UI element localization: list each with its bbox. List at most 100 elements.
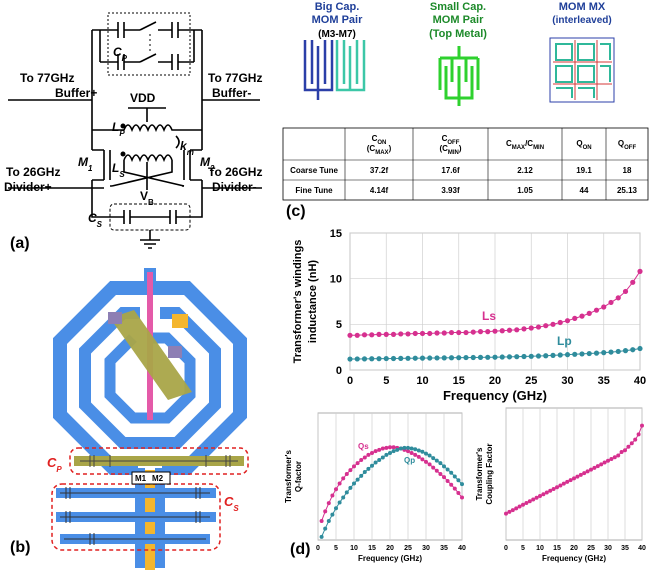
data-point: [521, 326, 527, 332]
cs-box: [109, 203, 191, 231]
table-border: [282, 127, 649, 201]
table-cell: 3.93f: [441, 186, 460, 195]
panel-label: (a): [10, 235, 30, 252]
data-point: [434, 458, 439, 463]
text-part: OFF: [447, 140, 459, 146]
data-point: [517, 504, 522, 509]
data-point: [463, 329, 469, 336]
x-tick-label: 5: [521, 545, 525, 552]
y-tick-label: 0: [336, 365, 342, 377]
data-point: [555, 485, 559, 490]
data-point: [507, 509, 512, 514]
data-point: [383, 355, 389, 362]
x-tick-label: 10: [536, 545, 544, 552]
label: MOM Pair: [433, 14, 484, 26]
data-point: [449, 482, 454, 487]
data-point: [391, 449, 396, 454]
cell-text: QON: [576, 139, 591, 151]
data-point: [370, 463, 374, 468]
x-tick-label: 30: [604, 545, 612, 552]
label: Big Cap.: [315, 1, 360, 13]
data-point: [585, 469, 590, 474]
data-point: [352, 464, 356, 469]
data-point: [445, 467, 450, 472]
y-tick-label: 15: [330, 228, 342, 240]
x-tick-label: 25: [404, 545, 412, 552]
data-point: [359, 457, 364, 462]
data-point: [499, 328, 505, 334]
data-point: [622, 288, 629, 295]
data-point: [506, 354, 513, 360]
data-point: [380, 446, 385, 451]
label: MOM Pair: [312, 14, 363, 26]
data-point: [330, 493, 335, 498]
data-point: [391, 445, 396, 450]
data-point: [441, 355, 447, 361]
x-tick-label: 0: [504, 545, 508, 552]
x-tick-label: 0: [347, 375, 353, 387]
cs-caps: [60, 487, 210, 545]
data-point: [548, 488, 553, 493]
data-point: [323, 526, 328, 531]
text-part: MIN: [533, 145, 544, 151]
comb: [335, 40, 366, 92]
cp-caps: [80, 455, 238, 467]
data-point: [369, 332, 375, 338]
label: Divider+: [4, 180, 52, 194]
table-cell: 17.6f: [441, 166, 460, 175]
data-point: [326, 501, 331, 506]
data-point: [361, 356, 368, 362]
data-point: [448, 329, 455, 336]
data-point: [352, 481, 356, 486]
y-axis-label: Transformer's windings: [292, 240, 304, 364]
y-tick-label: 5: [336, 319, 342, 331]
data-point: [445, 478, 450, 483]
data-point: [456, 329, 462, 336]
data-point: [384, 445, 389, 450]
data-point: [420, 449, 425, 454]
cell-text: CMAX/CMIN: [506, 139, 544, 151]
panel-label: (b): [10, 539, 30, 556]
series-label: Ls: [482, 309, 496, 323]
label: To 77GHz: [208, 71, 262, 85]
label: M2: [152, 474, 164, 483]
label: CS: [224, 494, 239, 513]
x-tick-label: 20: [386, 545, 394, 552]
data-point: [565, 479, 570, 484]
data-point: [599, 462, 604, 467]
wires: [92, 29, 202, 63]
label: M1: [78, 155, 93, 173]
label: CP: [47, 455, 62, 474]
data-point: [366, 452, 371, 457]
label: LP: [112, 120, 125, 138]
label: km: [180, 139, 194, 157]
data-point: [579, 313, 585, 319]
data-point: [395, 447, 400, 452]
data-point: [355, 461, 360, 466]
x-tick-label: 15: [553, 545, 561, 552]
data-point: [579, 351, 585, 357]
data-point: [470, 329, 476, 335]
data-point: [460, 495, 464, 500]
x-tick-label: 40: [634, 375, 646, 387]
data-point: [595, 464, 600, 469]
data-point: [521, 353, 527, 360]
data-point: [419, 355, 426, 361]
data-point: [463, 354, 469, 361]
table: CON(CMAX)COFF(CMIN)CMAX/CMIN QON QOFFCoars…: [282, 127, 649, 201]
data-point: [640, 423, 644, 428]
transistors: [8, 149, 262, 218]
x-tick-label: 20: [489, 375, 501, 387]
data-point: [557, 352, 563, 358]
data-point: [362, 455, 367, 460]
data-point: [337, 500, 342, 505]
comb: [438, 46, 480, 106]
y-axis-label: Q-factor: [294, 461, 303, 492]
data-point: [557, 319, 563, 326]
data-point: [409, 451, 414, 456]
text-part: /C: [525, 139, 533, 148]
data-point: [354, 332, 360, 338]
label: Buffer+: [55, 86, 97, 100]
y-axis-label: Transformer's: [284, 449, 293, 503]
data-point: [535, 324, 542, 330]
